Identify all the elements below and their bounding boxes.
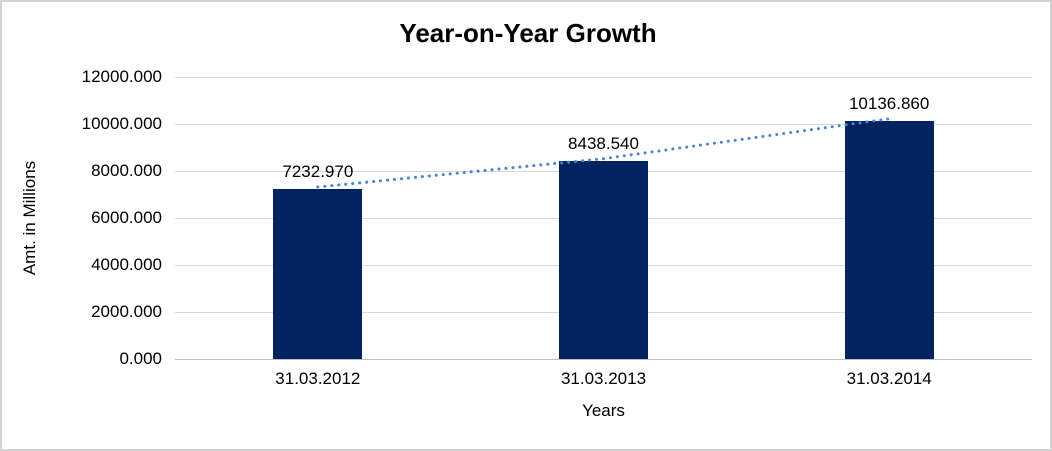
y-tick-label: 6000.000 <box>91 208 162 227</box>
y-tick-label: 8000.000 <box>91 161 162 180</box>
plot-area: 7232.970 8438.540 10136.860 <box>175 77 1032 360</box>
bar-31.03.2014 <box>844 120 934 359</box>
x-tick-label: 31.03.2012 <box>275 369 361 388</box>
y-tick-label: 0.000 <box>119 349 162 368</box>
bar-data-label: 8438.540 <box>568 133 639 153</box>
y-axis-title: Amt. in Millions <box>20 160 39 276</box>
x-axis-title: Years <box>582 401 625 420</box>
bar-data-label: 7232.970 <box>282 162 354 182</box>
x-axis-tick-labels: 31.03.2012 31.03.2013 31.03.2014 <box>175 369 1032 391</box>
x-tick-label: 31.03.2014 <box>846 369 932 388</box>
gridline <box>175 77 1032 78</box>
x-axis-line <box>175 359 1032 360</box>
bar-31.03.2012 <box>273 189 363 359</box>
y-tick-label: 10000.000 <box>81 114 162 133</box>
y-axis-tick-labels: 0.000 2000.000 4000.000 6000.000 8000.000 100… <box>2 67 162 368</box>
y-tick-label: 4000.000 <box>91 255 162 274</box>
bar-31.03.2013 <box>559 160 648 359</box>
y-tick-label: 2000.000 <box>91 302 162 321</box>
x-tick-label: 31.03.2013 <box>560 369 647 388</box>
y-tick-label: 12000.000 <box>81 67 162 86</box>
bar-data-label: 10136.860 <box>848 93 930 113</box>
chart-title: Year-on-Year Growth <box>399 18 657 48</box>
